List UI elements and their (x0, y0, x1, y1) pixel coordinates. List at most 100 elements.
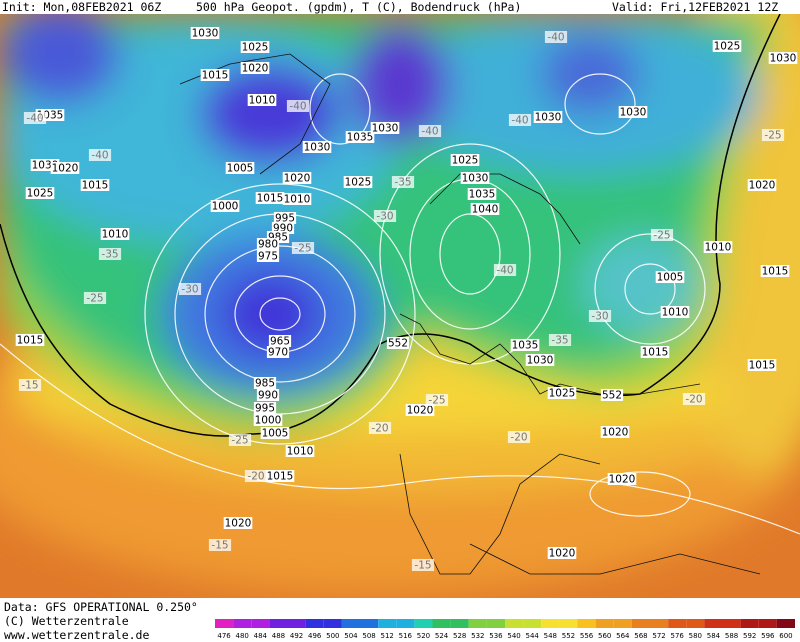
colorbar-label: 588 (725, 632, 738, 640)
colorbar-label: 564 (616, 632, 630, 640)
label-box (247, 94, 277, 106)
label-box (405, 404, 435, 416)
label-box (391, 176, 415, 188)
isobar-label: 1010 (249, 95, 276, 107)
colorbar-swatch (468, 619, 487, 628)
colorbar-label: 500 (326, 632, 339, 640)
temperature-label: -25 (764, 130, 781, 142)
temperature-label: -20 (685, 394, 702, 406)
label-box (253, 402, 277, 414)
colorbar-label: 528 (453, 632, 466, 640)
temperature-label: -25 (653, 230, 670, 242)
isobar-label: 970 (268, 347, 288, 359)
isobar-label: 990 (258, 390, 278, 402)
label-box (411, 559, 435, 571)
isobar-label: 1030 (535, 112, 562, 124)
label-box (507, 431, 531, 443)
isobar-label: 1015 (749, 360, 776, 372)
valid-time: Valid: Fri,12FEB2021 12Z (612, 0, 779, 14)
temperature-label: -30 (376, 211, 393, 223)
colorbar-label: 504 (344, 632, 358, 640)
label-box (660, 306, 690, 318)
label-box (255, 192, 285, 204)
colorbar-swatch (414, 619, 433, 628)
colorbar-label: 532 (471, 632, 484, 640)
colorbar-swatch (341, 619, 360, 628)
label-box (15, 334, 45, 346)
colorbar-swatch (740, 619, 759, 628)
label-box (240, 41, 270, 53)
isobar-label: 995 (275, 213, 295, 225)
temperature-label: -40 (496, 265, 513, 277)
temperature-label: -35 (101, 249, 118, 261)
label-box (25, 187, 55, 199)
label-box (268, 335, 292, 347)
colorbar-swatch (323, 619, 342, 628)
temperature-label: -25 (428, 395, 445, 407)
label-box (533, 111, 563, 123)
isobar-label: 1030 (304, 142, 331, 154)
label-box (228, 434, 252, 446)
isobar-label: 1020 (609, 474, 636, 486)
label-box (640, 346, 670, 358)
label-box (600, 426, 630, 438)
isobar-label: 1010 (102, 229, 129, 241)
label-box (88, 149, 112, 161)
label-box (345, 131, 375, 143)
label-box (210, 200, 240, 212)
isobar-label: 1025 (452, 155, 479, 167)
label-box (50, 162, 80, 174)
colorbar-swatch (396, 619, 415, 628)
isobar-label: 552 (602, 390, 622, 402)
colorbar-swatch (595, 619, 614, 628)
label-box (286, 100, 310, 112)
colorbar: 476 480 484 488 492 496 500 504 508 512 516 520 524 5… (215, 619, 795, 640)
colorbar-swatch (631, 619, 650, 628)
label-box (547, 547, 577, 559)
temperature-label: -20 (371, 423, 388, 435)
label-box (223, 517, 253, 529)
temperature-label: -40 (289, 101, 306, 113)
isobar-label: 1010 (705, 242, 732, 254)
temperature-label: -30 (591, 311, 608, 323)
label-box (200, 69, 230, 81)
colorbar-label: 556 (580, 632, 594, 640)
colorbar-swatch (287, 619, 306, 628)
colorbar-swatch (559, 619, 578, 628)
temperature-label: -35 (551, 335, 568, 347)
label-box (547, 387, 577, 399)
colorbar-label: 508 (362, 632, 375, 640)
label-box (544, 31, 568, 43)
label-box (682, 393, 706, 405)
isobar-label: 1015 (642, 347, 669, 359)
label-box (302, 141, 332, 153)
label-box (508, 114, 532, 126)
isobar-label: 1035 (347, 132, 374, 144)
colorbar-label: 512 (381, 632, 394, 640)
colorbar-label: 560 (598, 632, 611, 640)
isobar-label: 1020 (749, 180, 776, 192)
colorbar-swatch (233, 619, 252, 628)
isobar-label: 1020 (52, 163, 79, 175)
label-box (760, 265, 790, 277)
map-title: 500 hPa Geopot. (gpdm), T (C), Bodendruc… (196, 0, 522, 14)
website: www.wetterzentrale.de (4, 628, 150, 642)
label-box (100, 228, 130, 240)
isobar-label: 1020 (602, 427, 629, 439)
label-box (260, 427, 290, 439)
isobar-label: 980 (258, 239, 278, 251)
temperature-label: -25 (86, 293, 103, 305)
temperature-field (0, 14, 800, 598)
label-box (18, 379, 42, 391)
temperature-label: -40 (511, 115, 528, 127)
colorbar-label: 484 (254, 632, 268, 640)
label-box (650, 229, 674, 241)
isobar-label: 1025 (714, 41, 741, 53)
temperature-label: -30 (181, 284, 198, 296)
label-box (370, 122, 400, 134)
isobar-label: 1010 (287, 446, 314, 458)
isobar-label: 1030 (770, 53, 797, 65)
isobar-label: 1025 (549, 388, 576, 400)
label-box (190, 27, 220, 39)
